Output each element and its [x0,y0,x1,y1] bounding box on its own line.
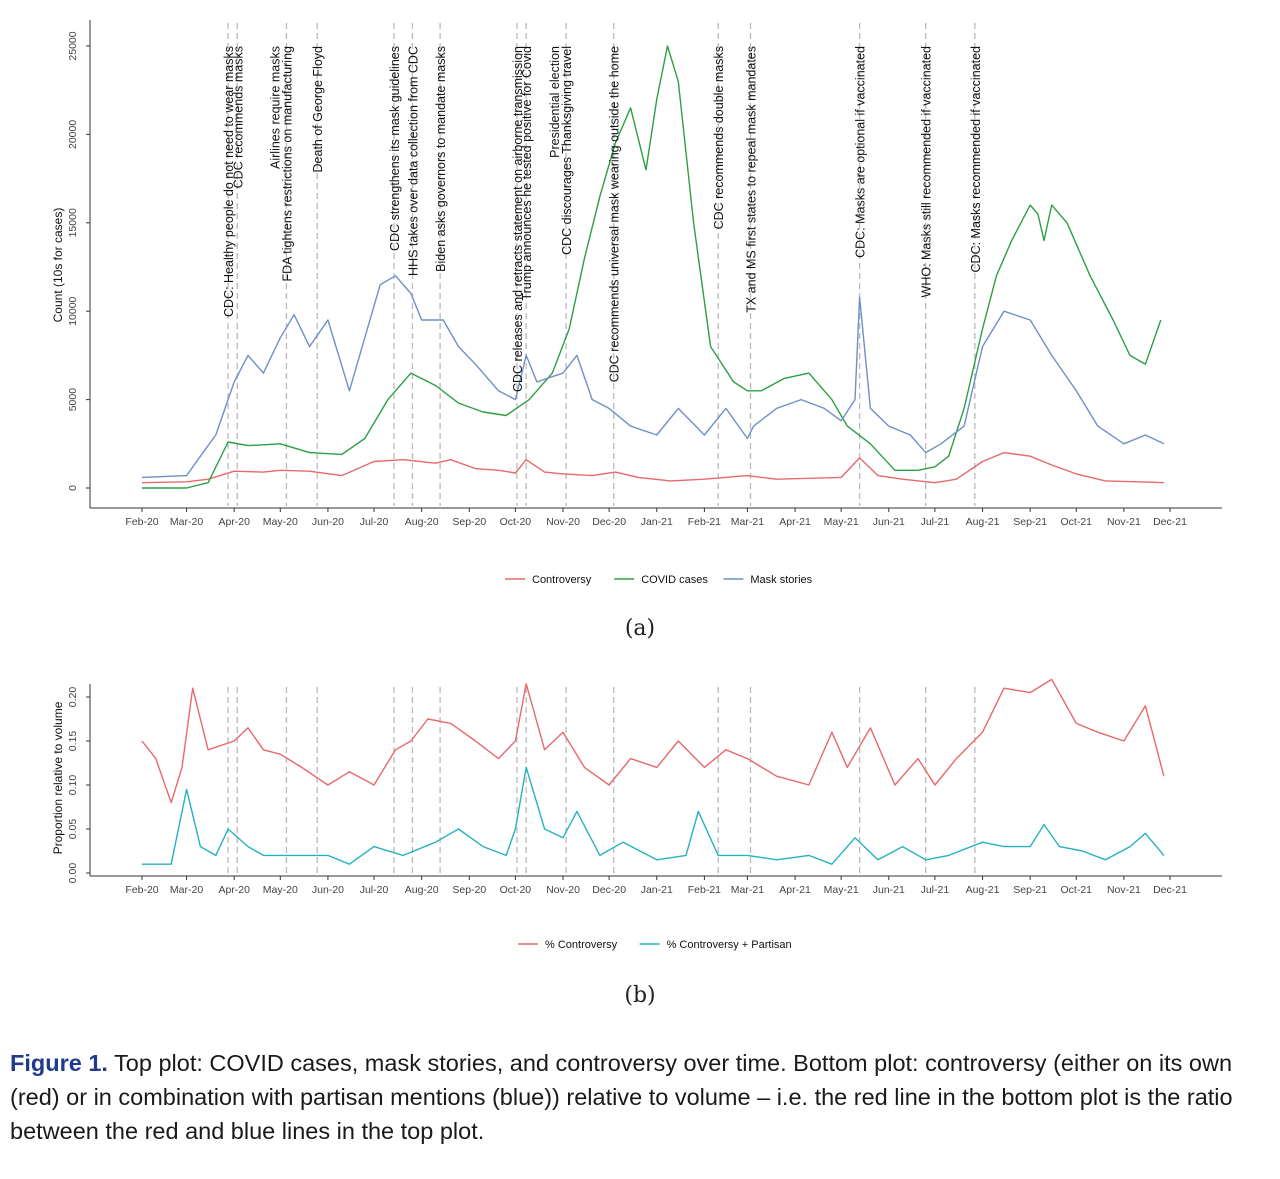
x-tick-label: Feb-20 [125,884,158,896]
x-tick-label: Sep-20 [452,884,486,896]
event-annotation: Presidential election [548,46,562,158]
y-tick-label: 20000 [67,120,79,149]
series-line [141,451,1164,484]
y-tick-label: 0.05 [67,819,79,840]
y-tick-label: 0.00 [67,863,79,884]
event-annotation: CDC releases and retracts statement on a… [511,46,525,392]
x-tick-label: Jul-20 [360,516,389,528]
legend-label: COVID cases [641,574,708,586]
x-tick-label: Nov-21 [1107,516,1141,528]
series-line [142,45,1162,489]
x-tick-label: Mar-20 [170,884,203,896]
figure: 0 5000 10000 15000 20000 25000 Count (10s for … [51,20,1222,951]
event-annotation: HHS takes over data collection from CDC [406,46,420,276]
y-axis-label: Count (10s for cases) [51,208,65,323]
y-tick-label: 15000 [67,208,79,237]
event-annotation: Biden asks governors to mandate masks [434,46,448,272]
y-tick-label: 25000 [67,31,79,60]
subplot-label-b: (b) [624,983,656,1008]
x-tick-label: Sep-21 [1013,884,1047,896]
x-tick-label: Dec-21 [1153,884,1187,896]
legend-label: Mask stories [750,574,812,586]
x-tick-label: Oct-20 [500,884,532,896]
x-tick-label: Mar-21 [731,884,764,896]
x-tick-label: Nov-20 [546,884,580,896]
y-tick-label: 0.15 [67,731,79,752]
subplot-label-a: (a) [624,616,656,641]
x-tick-label: Jan-21 [641,516,673,528]
y-tick-label: 10000 [67,296,79,325]
x-tick-label: Aug-21 [966,884,1000,896]
event-annotation: CDC: Healthy people do not need to wear … [222,46,236,317]
x-tick-label: Jun-21 [873,884,905,896]
event-annotation: CDC: Masks are optional if vaccinated [854,46,868,258]
legend-label: % Controversy [545,939,618,951]
x-tick-label: Aug-21 [966,516,1000,528]
x-tick-label: Jul-20 [360,884,389,896]
event-annotation: WHO: Masks still recommended if vaccinat… [920,46,934,298]
event-annotation: CDC recommends masks [231,46,245,188]
x-tick-label: Mar-20 [170,516,203,528]
event-annotation: CDC recommends double masks [712,46,726,229]
x-tick-label: Apr-21 [779,884,811,896]
event-annotation: CDC discourages Thanksgiving travel [560,46,574,255]
x-tick-label: Apr-20 [218,884,250,896]
x-tick-label: Aug-20 [405,884,439,896]
x-tick-label: Sep-20 [452,516,486,528]
series-line [141,678,1165,804]
caption-label: Figure 1. [10,1050,108,1076]
x-tick-label: May-20 [263,516,298,528]
event-annotation: CDC strengthens its mask guidelines [388,46,402,251]
x-tick-label: Mar-21 [731,516,764,528]
x-tick-label: Oct-20 [500,516,532,528]
x-tick-label: Jun-21 [873,516,905,528]
x-tick-label: Jul-21 [921,884,950,896]
event-annotation: Airlines require masks [268,46,282,169]
x-tick-label: Aug-20 [405,516,439,528]
y-tick-label: 0 [67,485,79,491]
x-tick-label: Apr-21 [779,516,811,528]
x-tick-label: Apr-20 [218,516,250,528]
x-tick-label: Dec-20 [592,516,626,528]
x-tick-label: Dec-20 [592,884,626,896]
y-tick-label: 0.20 [67,687,79,708]
series-line [142,766,1165,865]
x-tick-label: Feb-21 [688,516,721,528]
event-annotation: FDA tightens restrictions on manufacturi… [280,46,294,282]
x-tick-label: Jan-21 [641,884,673,896]
x-tick-label: Jul-21 [921,516,950,528]
y-tick-label: 0.10 [67,775,79,796]
event-annotation: Death of George Floyd [311,46,325,173]
x-tick-label: Sep-21 [1013,516,1047,528]
x-tick-label: May-21 [824,516,859,528]
x-tick-label: Nov-21 [1107,884,1141,896]
event-annotation: CDC recommends universal mask wearing ou… [608,46,622,382]
x-tick-label: Nov-20 [546,516,580,528]
x-tick-label: Dec-21 [1153,516,1187,528]
legend-label: % Controversy + Partisan [667,939,792,951]
y-tick-label: 5000 [67,388,79,412]
x-tick-label: Oct-21 [1061,884,1093,896]
x-tick-label: May-21 [824,884,859,896]
x-tick-label: May-20 [263,884,298,896]
top-plot: 0 5000 10000 15000 20000 25000 Count (10s for … [51,20,1222,586]
y-axis-label: Proportion relative to volume [51,701,65,854]
x-tick-label: Feb-21 [688,884,721,896]
event-annotation: CDC: Masks recommended if vaccinated [969,46,983,273]
caption-text: Top plot: COVID cases, mask stories, and… [10,1050,1233,1144]
x-tick-label: Jun-20 [312,516,344,528]
x-tick-label: Feb-20 [125,516,158,528]
legend-label: Controversy [532,574,592,586]
event-annotation: TX and MS first states to repeal mask ma… [745,46,759,313]
x-tick-label: Jun-20 [312,884,344,896]
x-tick-label: Oct-21 [1061,516,1093,528]
event-annotation: Trump announces he tested positive for C… [520,46,534,301]
series-line [141,275,1165,479]
figure-caption: Figure 1. Top plot: COVID cases, mask st… [10,1046,1272,1148]
